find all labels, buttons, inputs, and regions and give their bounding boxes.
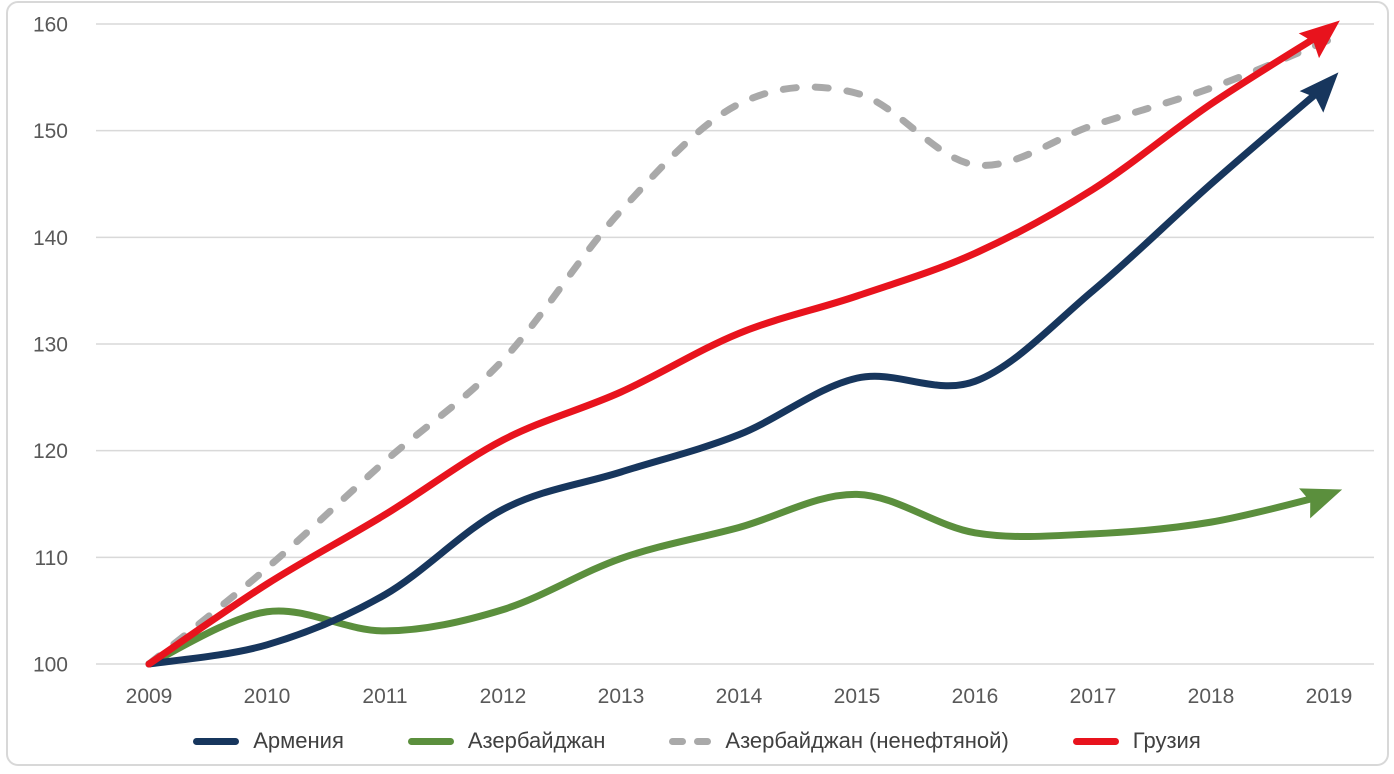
armenia-line-swatch [193, 737, 240, 745]
legend-item-azerbaijan-nonoil: Азербайджан (ненефтяной) [669, 728, 1009, 754]
x-tick-label-2015: 2015 [834, 685, 881, 708]
x-tick-label-2011: 2011 [362, 685, 407, 708]
legend-label: Грузия [1132, 728, 1201, 753]
legend-label: Армения [253, 728, 344, 753]
series-line-0 [145, 79, 1333, 668]
y-tick-label-150: 150 [33, 120, 68, 143]
y-tick-label-160: 160 [33, 14, 68, 37]
arrowhead-3 [1298, 20, 1340, 59]
x-tick-label-2012: 2012 [480, 685, 527, 708]
x-tick-label-2010: 2010 [244, 685, 291, 708]
x-tick-label-2014: 2014 [716, 685, 763, 708]
georgia-line-swatch [1072, 737, 1119, 745]
arrowhead-1 [1299, 488, 1343, 519]
series-line-1 [145, 490, 1333, 668]
x-tick-label-2017: 2017 [1070, 685, 1117, 708]
y-tick-label-130: 130 [33, 334, 68, 357]
legend-item-georgia: Грузия [1072, 728, 1201, 754]
series-line-2 [145, 36, 1333, 668]
azerbaijan-line-swatch [407, 737, 454, 745]
y-tick-label-120: 120 [33, 440, 68, 463]
y-tick-label-100: 100 [33, 654, 68, 677]
x-tick-label-2016: 2016 [952, 685, 999, 708]
legend-item-armenia: Армения [193, 728, 344, 754]
legend-item-azerbaijan: Азербайджан [407, 728, 606, 754]
legend-label: Азербайджан (ненефтяной) [725, 728, 1009, 753]
arrowhead-0 [1299, 72, 1339, 113]
y-tick-label-110: 110 [35, 547, 68, 570]
x-tick-label-2018: 2018 [1188, 685, 1235, 708]
legend-label: Азербайджан [467, 728, 606, 753]
x-tick-label-2019: 2019 [1306, 685, 1353, 708]
x-tick-label-2009: 2009 [126, 685, 173, 708]
y-tick-label-140: 140 [33, 227, 68, 250]
x-tick-label-2013: 2013 [598, 685, 645, 708]
chart-legend: Армения Азербайджан Азербайджан (ненефтя… [0, 728, 1394, 754]
series-line-3 [145, 25, 1333, 668]
azerbaijan-nonoil-dashed-swatch [669, 737, 712, 745]
